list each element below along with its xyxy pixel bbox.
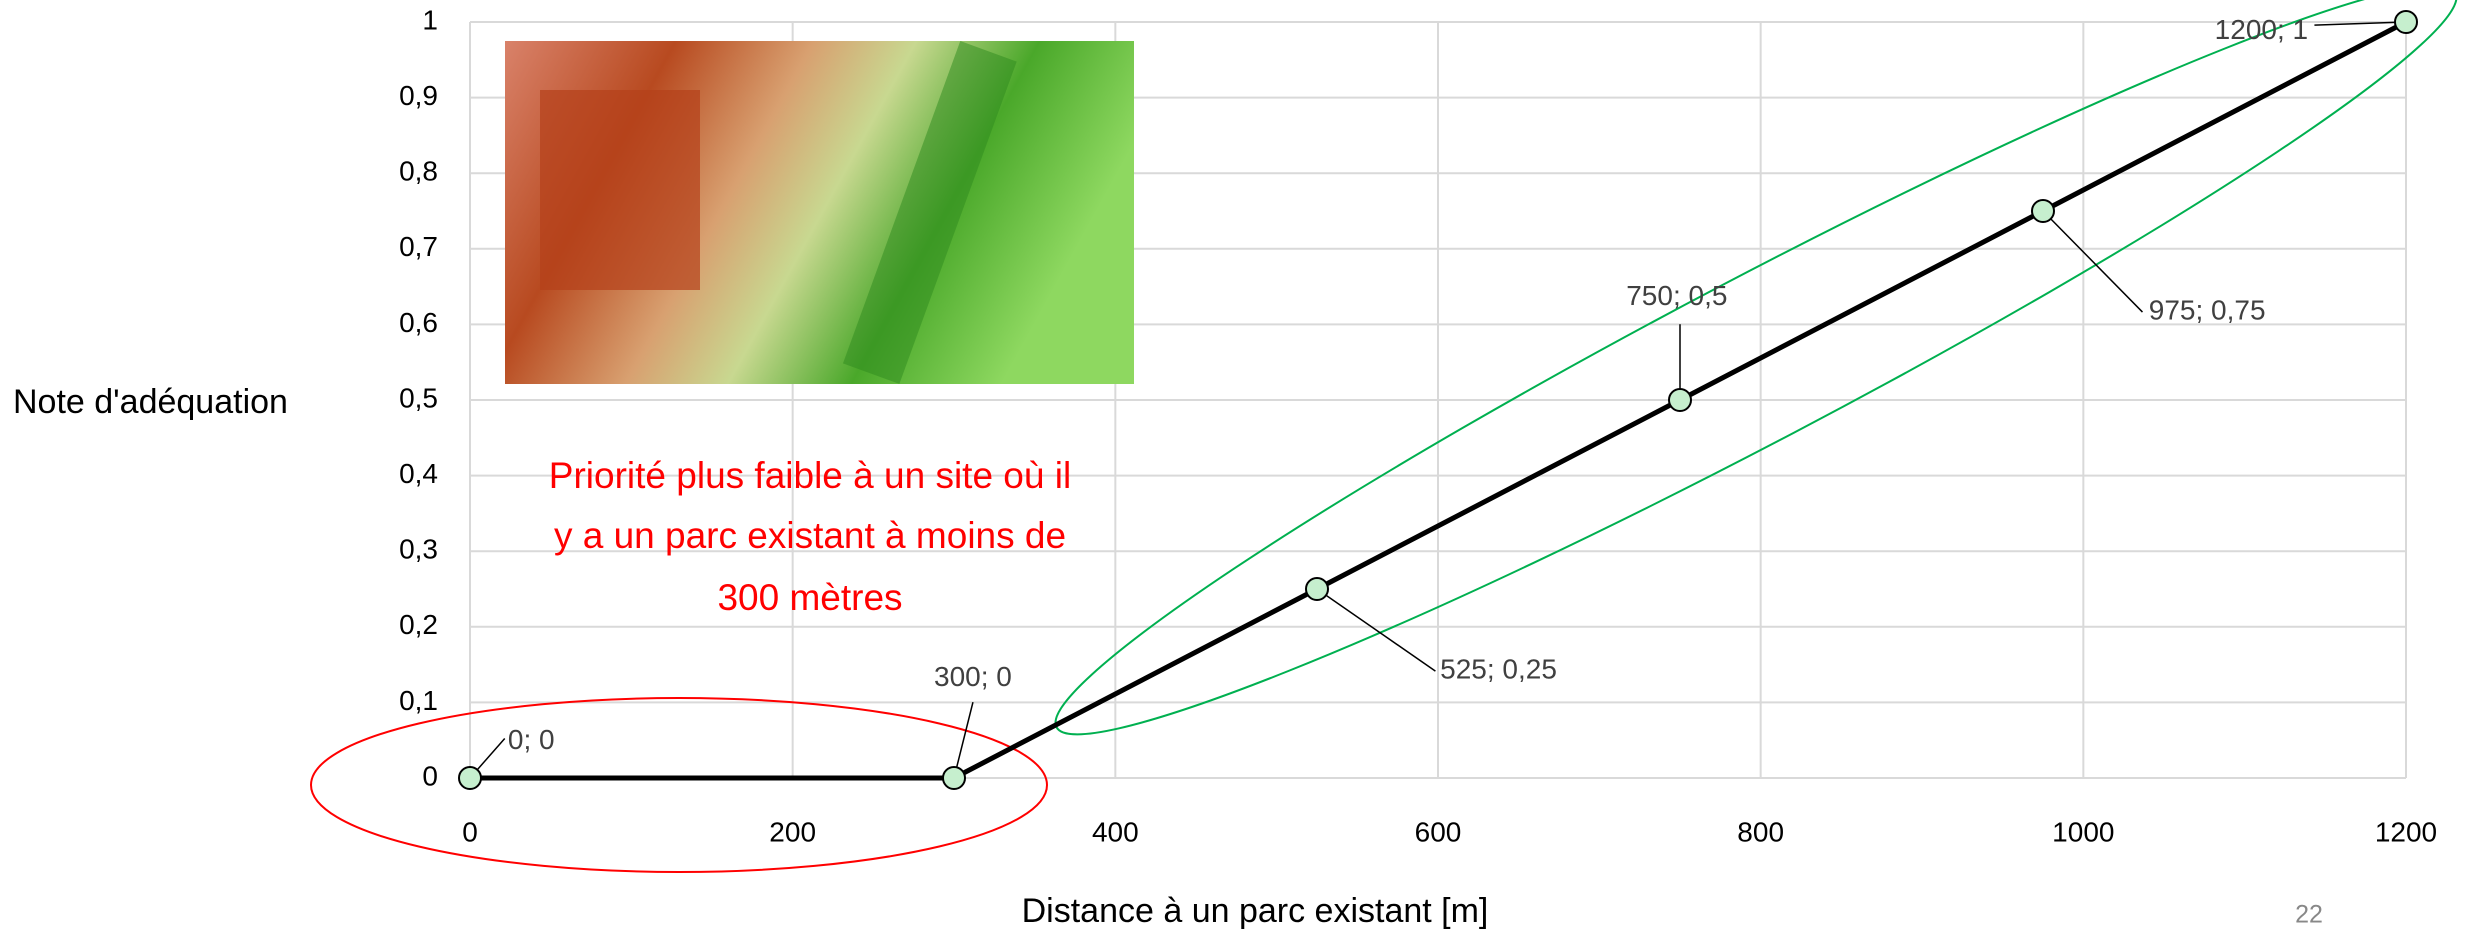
x-tick-label: 600 [1415,816,1462,847]
x-tick-label: 0 [462,816,478,847]
data-label: 1200; 1 [2215,14,2308,45]
data-label: 525; 0,25 [1440,653,1557,684]
leader-line [1317,589,1435,671]
y-axis-title: Note d'adéquation [13,383,288,421]
x-tick-label: 400 [1092,816,1139,847]
data-label: 975; 0,75 [2149,294,2266,325]
annotation: 300 mètres [717,577,902,618]
data-point [1669,389,1691,411]
annotation: Priorité plus faible à un site où il [549,455,1071,496]
y-tick-label: 0,9 [399,80,438,111]
y-tick-label: 0,7 [399,231,438,262]
data-point [459,767,481,789]
data-point [2395,11,2417,33]
data-point [1306,578,1328,600]
page-number: 22 [2295,901,2323,929]
inset-image [505,41,1134,384]
y-tick-label: 0,6 [399,307,438,338]
image-patch [540,90,700,290]
x-tick-label: 1200 [2375,816,2437,847]
leader-line [2043,211,2142,312]
data-label: 300; 0 [934,661,1012,692]
x-tick-label: 200 [769,816,816,847]
x-axis-title: Distance à un parc existant [m] [1022,892,1489,930]
y-tick-label: 0,3 [399,534,438,565]
y-tick-label: 0,1 [399,685,438,716]
y-tick-label: 0,8 [399,156,438,187]
slide: Note d'adéquation Distance à un parc exi… [0,0,2471,932]
y-tick-label: 1 [422,4,438,35]
x-tick-label: 800 [1737,816,1784,847]
data-label: 750; 0,5 [1626,280,1727,311]
x-tick-label: 1000 [2052,816,2114,847]
annotation: y a un parc existant à moins de [554,515,1066,556]
data-label: 0; 0 [508,724,555,755]
y-tick-label: 0,5 [399,382,438,413]
highlight-ellipse [311,698,1047,872]
data-point [943,767,965,789]
y-tick-label: 0,4 [399,458,438,489]
y-tick-label: 0 [422,760,438,791]
data-point [2032,200,2054,222]
y-tick-label: 0,2 [399,609,438,640]
